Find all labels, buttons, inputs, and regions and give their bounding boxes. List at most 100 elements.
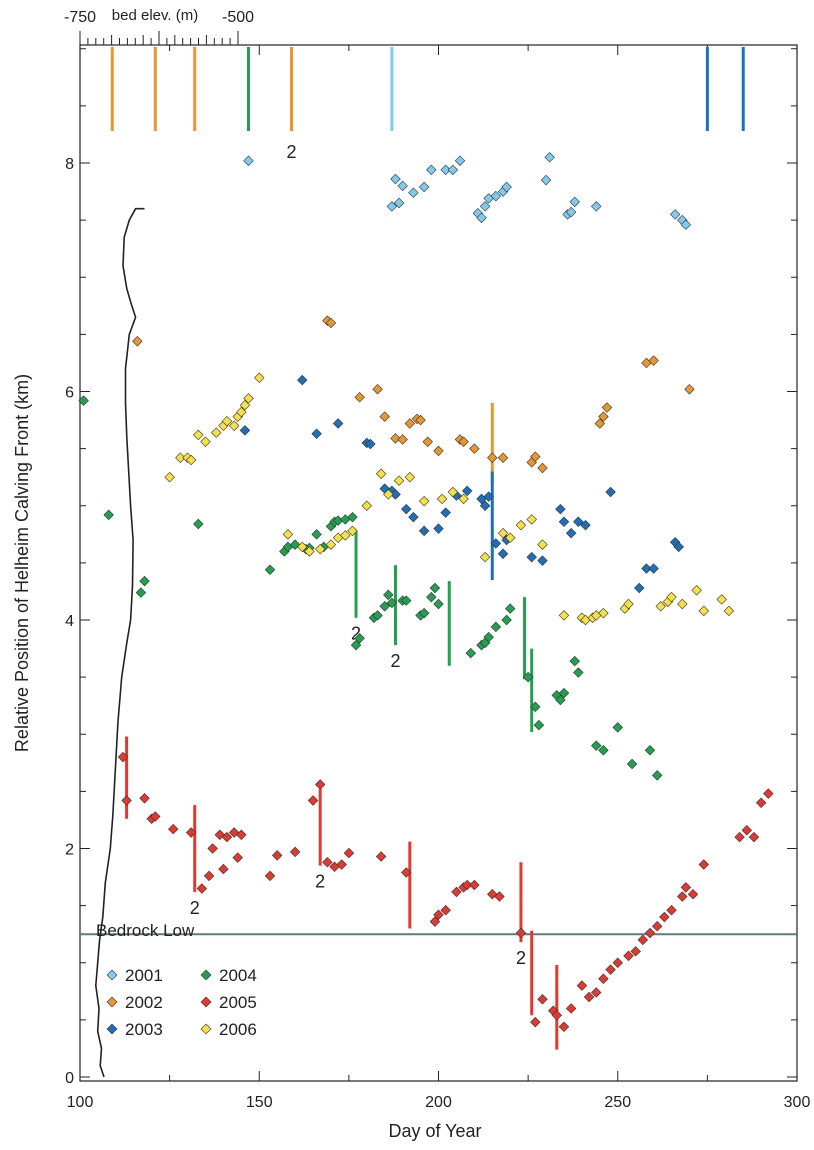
point-2006 bbox=[677, 598, 688, 610]
bedrock-low-label: Bedrock Low bbox=[96, 921, 195, 940]
point-2001 bbox=[591, 201, 602, 212]
point-2005 bbox=[637, 934, 649, 946]
point-2005 bbox=[167, 823, 179, 835]
point-2004 bbox=[354, 633, 365, 644]
point-2005 bbox=[591, 987, 602, 998]
x-tick-label: 200 bbox=[425, 1094, 452, 1111]
point-2004 bbox=[386, 597, 398, 609]
point-2004 bbox=[139, 575, 150, 587]
point-2006 bbox=[304, 546, 315, 557]
point-2006 bbox=[228, 420, 240, 431]
point-2006 bbox=[254, 372, 265, 384]
point-2003 bbox=[490, 538, 502, 549]
point-2002 bbox=[132, 336, 143, 347]
point-2006 bbox=[375, 468, 387, 479]
point-2006 bbox=[221, 415, 233, 427]
point-2004 bbox=[522, 671, 534, 683]
point-2006 bbox=[698, 605, 710, 617]
point-2006 bbox=[537, 539, 548, 550]
point-2006 bbox=[175, 452, 186, 463]
calving-event-count: 2 bbox=[390, 651, 400, 671]
point-2004 bbox=[598, 745, 609, 756]
point-2003 bbox=[555, 503, 566, 515]
y-tick-label: 8 bbox=[65, 156, 74, 173]
point-2004 bbox=[372, 610, 383, 621]
point-2001 bbox=[393, 197, 405, 209]
point-2005 bbox=[196, 883, 208, 894]
point-2006 bbox=[691, 585, 702, 596]
point-2004 bbox=[311, 529, 322, 540]
point-2003 bbox=[433, 523, 444, 534]
point-2002 bbox=[354, 391, 365, 403]
point-2006 bbox=[655, 601, 666, 612]
point-2003 bbox=[297, 374, 308, 386]
point-2006 bbox=[623, 598, 634, 610]
point-2002 bbox=[433, 445, 444, 457]
point-2003 bbox=[365, 438, 376, 450]
point-2004 bbox=[433, 598, 444, 610]
point-2005 bbox=[440, 904, 451, 916]
point-2002 bbox=[325, 317, 337, 329]
point-2005 bbox=[698, 859, 710, 870]
x-tick-label: 300 bbox=[784, 1094, 811, 1111]
point-2005 bbox=[451, 886, 462, 898]
point-2006 bbox=[666, 591, 677, 603]
point-2006 bbox=[239, 399, 251, 411]
point-2002 bbox=[537, 462, 548, 474]
point-2006 bbox=[325, 539, 337, 550]
point-2005 bbox=[314, 779, 326, 790]
top-markers: 2 bbox=[110, 47, 745, 162]
point-2003 bbox=[580, 519, 591, 531]
point-2001 bbox=[454, 155, 466, 166]
point-2001 bbox=[680, 219, 692, 230]
point-2006 bbox=[404, 471, 416, 483]
point-2005 bbox=[583, 991, 595, 1003]
point-2005 bbox=[741, 824, 753, 836]
bed-elevation-axis bbox=[79, 31, 239, 46]
data-points bbox=[78, 152, 774, 1032]
point-2003 bbox=[401, 503, 412, 515]
point-2005 bbox=[322, 856, 333, 868]
point-2006 bbox=[211, 427, 222, 438]
calving-event-count: 2 bbox=[516, 948, 526, 968]
point-2006 bbox=[361, 500, 373, 511]
point-2002 bbox=[598, 411, 609, 422]
point-2006 bbox=[716, 594, 727, 605]
point-2004 bbox=[264, 564, 276, 575]
point-2005 bbox=[264, 870, 276, 882]
point-2006 bbox=[418, 495, 430, 507]
point-2006 bbox=[526, 514, 537, 525]
point-2003 bbox=[526, 551, 537, 563]
point-2001 bbox=[418, 181, 430, 193]
point-2005 bbox=[271, 850, 283, 861]
point-2006 bbox=[504, 532, 516, 543]
legend-marker-2003 bbox=[106, 1023, 118, 1035]
point-2002 bbox=[458, 436, 469, 447]
point-2005 bbox=[150, 811, 161, 822]
legend-label-2004: 2004 bbox=[219, 966, 257, 985]
x-tick-label: 150 bbox=[246, 1094, 273, 1111]
axes: 100 150 200 250 300 0 2 4 6 8 bbox=[65, 45, 810, 1111]
point-2002 bbox=[422, 436, 433, 447]
point-2005 bbox=[401, 867, 412, 878]
point-2006 bbox=[193, 429, 204, 441]
point-2003 bbox=[479, 500, 491, 511]
point-2005 bbox=[139, 793, 150, 804]
point-2005 bbox=[687, 888, 699, 900]
point-2005 bbox=[236, 829, 247, 841]
point-2004 bbox=[347, 511, 358, 523]
point-2003 bbox=[483, 491, 494, 502]
calving-event-count: 2 bbox=[315, 872, 325, 892]
point-2005 bbox=[680, 882, 692, 893]
legend-label-2001: 2001 bbox=[125, 966, 163, 985]
point-2005 bbox=[429, 916, 441, 927]
point-2004 bbox=[651, 770, 663, 781]
point-2001 bbox=[669, 209, 681, 220]
point-2002 bbox=[404, 418, 416, 429]
point-2004 bbox=[401, 595, 412, 606]
point-2006 bbox=[458, 493, 469, 505]
point-2004 bbox=[501, 614, 512, 626]
point-2006 bbox=[340, 530, 351, 541]
legend-marker-2005 bbox=[200, 996, 212, 1008]
